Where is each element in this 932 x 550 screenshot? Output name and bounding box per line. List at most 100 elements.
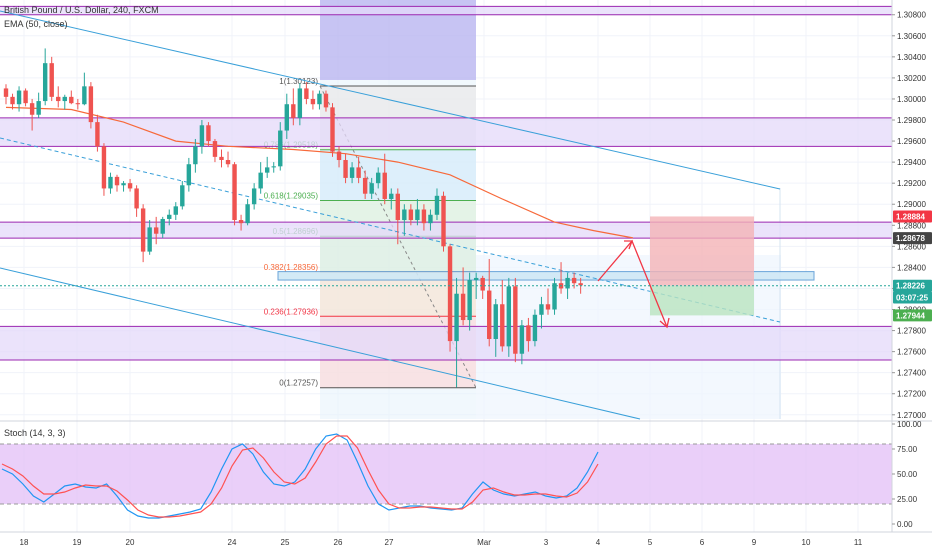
fib-level-label: 1(1.30123) — [279, 77, 318, 86]
price-tag-box — [893, 232, 932, 245]
candle-body — [95, 122, 100, 147]
price-tick-label: 1.29000 — [897, 200, 926, 209]
symbol-title: British Pound / U.S. Dollar, 240, FXCM — [4, 5, 159, 15]
candle-body — [29, 103, 35, 115]
price-tick-label: 1.30600 — [897, 32, 926, 41]
take-profit-area — [650, 285, 754, 316]
candle-body — [487, 290, 492, 339]
price-tag-label: 03:07:25 — [896, 294, 929, 303]
stoch-band — [0, 444, 892, 504]
time-tick-label: 24 — [228, 538, 237, 547]
projection-arrow[interactable] — [597, 239, 670, 329]
channel-lower-line — [0, 267, 641, 420]
candle-body — [199, 125, 205, 147]
time-tick-label: 10 — [802, 538, 811, 547]
fib-level-label: 0.382(1.28356) — [264, 263, 319, 272]
stop-loss-area — [650, 216, 754, 286]
candle-body — [206, 125, 211, 142]
candle-body — [167, 214, 172, 219]
zone-fill — [0, 117, 892, 147]
price-tick-label: 1.29800 — [897, 116, 926, 125]
candle-body — [147, 227, 152, 252]
candle-body — [42, 63, 48, 102]
time-tick-label: 26 — [334, 538, 343, 547]
price-tick-label: 1.27200 — [897, 390, 926, 399]
short-position-tool[interactable] — [650, 216, 754, 316]
price-tag-label: 1.28226 — [896, 282, 925, 291]
price-tag-box — [893, 291, 932, 304]
candle-body — [532, 314, 538, 342]
candle-body — [304, 88, 309, 99]
resistance-band — [277, 271, 815, 281]
candle-body — [153, 227, 159, 234]
candle-body — [62, 96, 67, 102]
price-tick-label: 1.29200 — [897, 179, 926, 188]
stoch-tick-label: 75.00 — [897, 445, 918, 454]
arrow-head-up — [624, 240, 633, 250]
time-tick-label: 11 — [854, 538, 863, 547]
candle-body — [467, 280, 472, 321]
time-tick-label: 18 — [20, 538, 29, 547]
candle-body — [369, 183, 374, 194]
candle-body — [376, 172, 381, 184]
candle-body — [571, 277, 577, 284]
candle-body — [434, 195, 440, 215]
candle-body — [284, 104, 289, 131]
candle-body — [56, 96, 61, 102]
candle-body — [565, 277, 570, 289]
price-tick-label: 1.30200 — [897, 74, 926, 83]
candle-body — [460, 293, 466, 321]
fib-level-label: 0(1.27257) — [279, 379, 318, 388]
time-tick-label: 9 — [752, 538, 757, 547]
candle-body — [519, 325, 525, 354]
ema-polyline — [5, 106, 634, 239]
candle-body — [134, 188, 139, 209]
price-tag-label: 1.27944 — [896, 311, 925, 320]
candle-body — [265, 167, 270, 173]
candle-body — [271, 166, 276, 168]
stoch-tick-label: 100.00 — [897, 420, 922, 429]
arrow-head-down — [659, 317, 670, 329]
candle-body — [278, 130, 283, 167]
time-tick-label: 4 — [596, 538, 601, 547]
candle-body — [160, 218, 165, 234]
candle-body — [16, 90, 22, 105]
stoch-tick-label: 50.00 — [897, 470, 918, 479]
candle-body — [480, 277, 485, 291]
candle-body — [23, 90, 28, 104]
candle-body — [545, 304, 551, 310]
candle-body — [323, 93, 329, 108]
candle-body — [180, 185, 185, 207]
candle-body — [408, 209, 414, 221]
candle-body — [362, 177, 368, 194]
candle-body — [500, 304, 505, 347]
candle-body — [421, 209, 427, 224]
candle-body — [258, 172, 263, 189]
price-tick-label: 1.29600 — [897, 137, 926, 146]
ema-line — [5, 106, 634, 239]
candle-body — [69, 96, 74, 104]
stoch-tick-label: 25.00 — [897, 495, 918, 504]
stochastic-pane — [0, 420, 932, 519]
candle-body — [212, 141, 218, 157]
candle-body — [251, 188, 257, 205]
price-tag-box — [893, 309, 932, 322]
fib-level-label: 0.236(1.27936) — [264, 307, 319, 316]
price-tick-label: 1.30800 — [897, 11, 926, 20]
candle-body — [552, 283, 557, 310]
zone-fill — [0, 6, 892, 15]
candle-body — [317, 93, 322, 105]
price-tick-label: 1.29400 — [897, 158, 926, 167]
price-tag-box — [893, 210, 932, 223]
candle-body — [108, 176, 113, 189]
time-tick-label: 3 — [544, 538, 549, 547]
candle-body — [513, 286, 518, 354]
support-resistance-zones[interactable] — [0, 5, 892, 361]
candle-body — [49, 63, 54, 97]
price-tick-label: 1.27600 — [897, 348, 926, 357]
candle-body — [193, 146, 198, 165]
ema-legend: EMA (50, close) — [4, 19, 68, 29]
candle-body — [441, 195, 446, 247]
candle-body — [382, 172, 387, 199]
